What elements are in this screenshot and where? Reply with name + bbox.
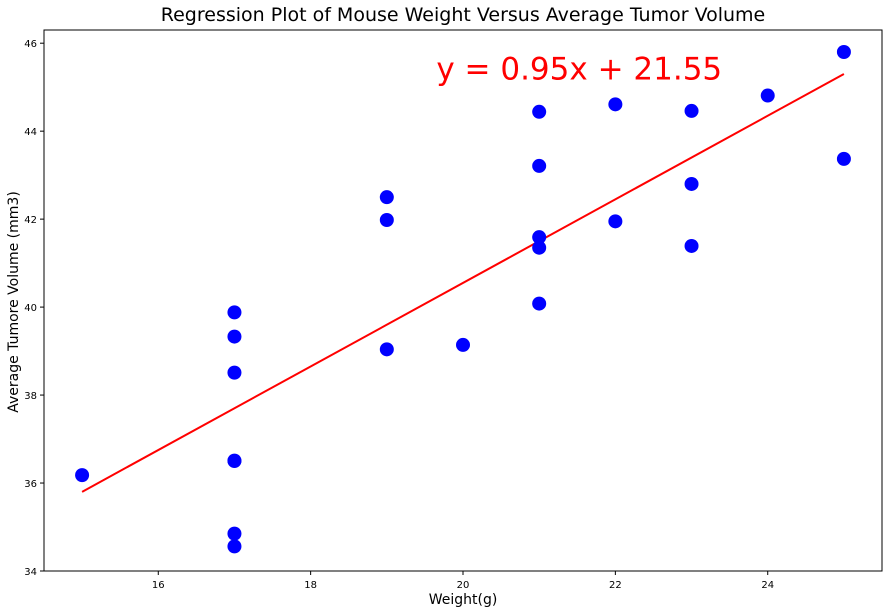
data-point bbox=[836, 151, 851, 166]
data-point bbox=[836, 44, 851, 59]
data-point bbox=[75, 468, 90, 483]
x-tick-label: 20 bbox=[457, 580, 470, 591]
y-axis-title: Average Tumore Volume (mm3) bbox=[6, 191, 22, 413]
x-tick-label: 18 bbox=[304, 580, 317, 591]
data-point bbox=[760, 88, 775, 103]
data-point bbox=[456, 337, 470, 352]
y-tick-label: 40 bbox=[24, 303, 37, 314]
data-point bbox=[227, 329, 242, 344]
data-point bbox=[227, 526, 242, 541]
data-point bbox=[532, 296, 547, 311]
data-point bbox=[684, 176, 699, 191]
y-tick-label: 42 bbox=[24, 215, 37, 226]
data-point bbox=[379, 190, 394, 205]
y-tick-label: 36 bbox=[24, 479, 37, 490]
regression-line bbox=[81, 73, 845, 493]
data-point bbox=[227, 365, 242, 380]
data-point bbox=[227, 305, 242, 320]
y-tick-label: 34 bbox=[24, 567, 37, 578]
x-tick-label: 24 bbox=[761, 580, 774, 591]
data-point bbox=[227, 454, 242, 469]
scatter-points-layer bbox=[75, 44, 851, 554]
data-point bbox=[532, 230, 547, 245]
data-point bbox=[684, 103, 699, 118]
x-tick-label: 22 bbox=[609, 580, 622, 591]
data-point bbox=[532, 104, 547, 119]
x-axis-ticks: 16 18 20 22 24 bbox=[152, 571, 774, 591]
y-tick-label: 44 bbox=[24, 127, 37, 138]
data-point bbox=[684, 238, 699, 253]
y-axis-ticks: 34 36 38 40 42 44 46 bbox=[24, 39, 44, 578]
x-tick-label: 16 bbox=[152, 580, 165, 591]
x-axis-title: Weight(g) bbox=[429, 592, 498, 608]
data-point bbox=[532, 240, 547, 255]
data-point bbox=[227, 539, 242, 554]
y-tick-label: 46 bbox=[24, 39, 37, 50]
chart-title: Regression Plot of Mouse Weight Versus A… bbox=[161, 4, 765, 26]
data-point bbox=[379, 213, 394, 228]
y-tick-label: 38 bbox=[24, 391, 37, 402]
data-point bbox=[608, 214, 623, 229]
data-point bbox=[608, 97, 623, 112]
data-point bbox=[532, 158, 547, 173]
regression-line-layer bbox=[81, 73, 845, 493]
data-point bbox=[379, 342, 394, 357]
plot-area-frame bbox=[43, 29, 883, 572]
regression-equation-label: y = 0.95x + 21.55 bbox=[436, 51, 722, 87]
